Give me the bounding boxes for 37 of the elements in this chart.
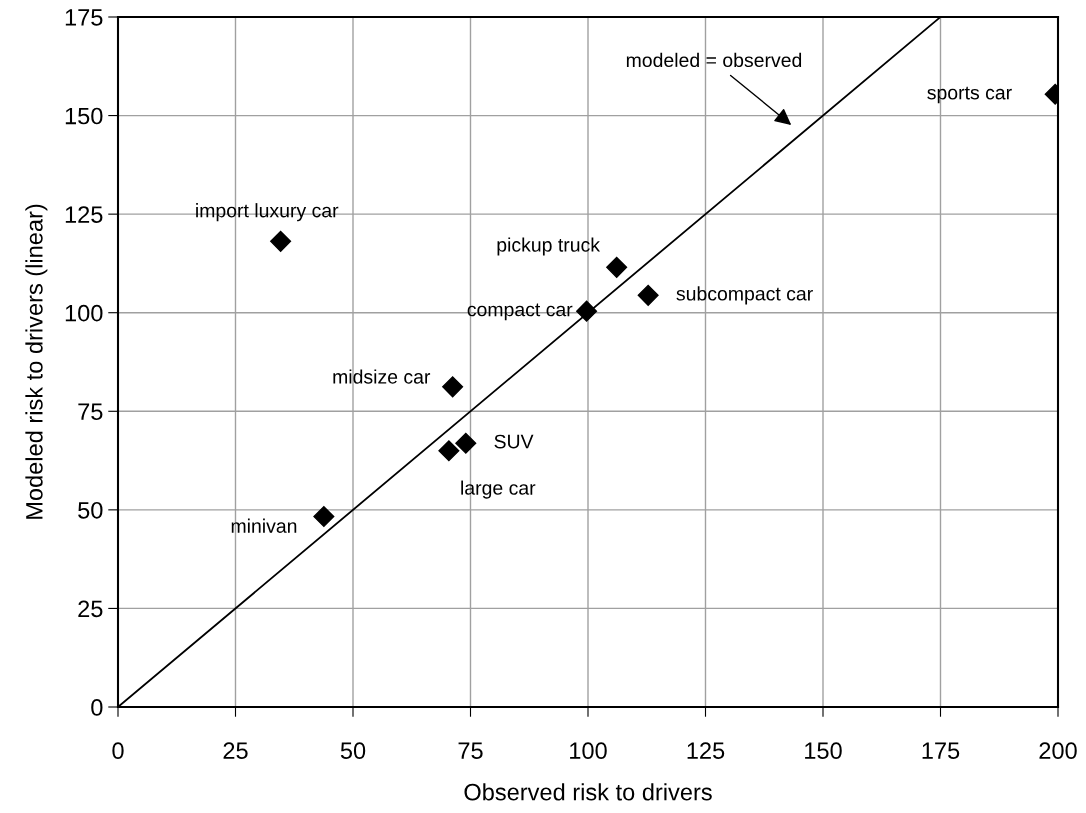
y-tick-label: 125 bbox=[65, 206, 103, 223]
series-label: sports car bbox=[927, 86, 1012, 104]
series-label: compact car bbox=[467, 303, 573, 321]
point bbox=[576, 300, 598, 322]
point bbox=[313, 506, 335, 528]
x-tick-label: 100 bbox=[570, 742, 607, 760]
point bbox=[442, 376, 464, 398]
x-tick-label: 200 bbox=[1039, 742, 1077, 760]
point bbox=[637, 284, 659, 306]
point bbox=[455, 432, 477, 454]
series-label: large car bbox=[461, 480, 536, 499]
y-tick-label: 50 bbox=[78, 501, 103, 519]
y-tick-label: 0 bbox=[91, 699, 103, 716]
y-tick-label: 175 bbox=[65, 9, 103, 26]
x-tick-label: 0 bbox=[112, 742, 124, 760]
y-axis-title: Modeled risk to drivers (linear) bbox=[25, 204, 48, 519]
x-tick-label: 175 bbox=[922, 742, 960, 760]
point bbox=[270, 230, 292, 252]
series-label: subcompact car bbox=[676, 286, 813, 305]
series-label: SUV bbox=[494, 434, 534, 449]
point bbox=[438, 440, 460, 462]
x-tick-label: 25 bbox=[223, 742, 248, 760]
series-label: minivan bbox=[231, 518, 297, 533]
x-tick-label: 50 bbox=[340, 742, 366, 760]
x-tick-label: 125 bbox=[687, 742, 725, 760]
y-tick-label: 100 bbox=[65, 304, 103, 322]
y-tick-label: 150 bbox=[65, 107, 103, 125]
y-tick-label: 75 bbox=[78, 403, 103, 421]
series-label: midsize car bbox=[333, 369, 431, 384]
point bbox=[606, 256, 628, 278]
y-tick-label: 25 bbox=[78, 600, 103, 618]
series-label: import luxury car bbox=[196, 203, 339, 222]
annotation: modeled = observed bbox=[626, 52, 802, 68]
series-label: pickup truck bbox=[497, 237, 601, 256]
x-tick-label: 75 bbox=[458, 742, 483, 760]
x-axis-title: Observed risk to drivers bbox=[464, 783, 712, 801]
x-tick-label: 150 bbox=[805, 742, 842, 760]
